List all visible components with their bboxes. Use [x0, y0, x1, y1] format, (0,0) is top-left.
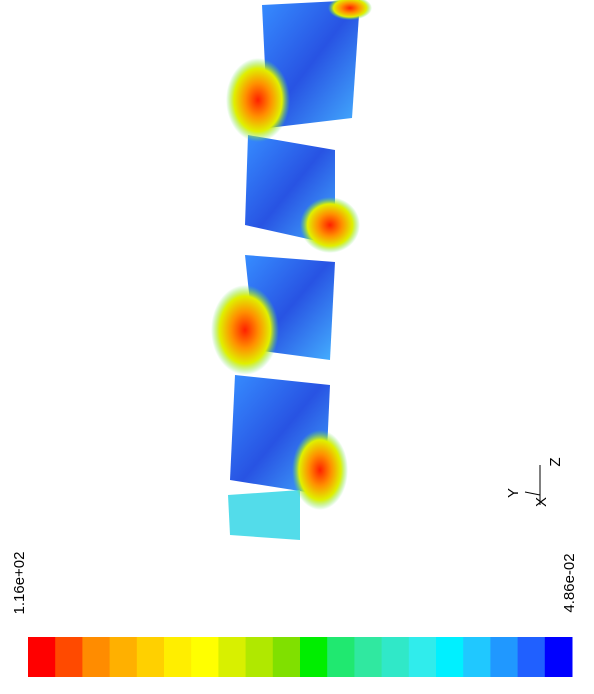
colorbar-swatch	[409, 637, 437, 677]
colorbar-swatch	[137, 637, 165, 677]
colorbar-swatch	[273, 637, 301, 677]
colorbar-swatch	[300, 637, 328, 677]
colorbar-swatch	[490, 637, 518, 677]
colorbar-swatch	[82, 637, 110, 677]
colorbar-swatch	[463, 637, 491, 677]
colorbar-swatch	[28, 637, 56, 677]
viewport: Z Y X 1.16e+02 4.86e-02	[0, 0, 594, 694]
colorbar-swatch	[110, 637, 138, 677]
colorbar-max-label: 1.16e+02	[11, 552, 28, 615]
colorbar-swatch	[246, 637, 274, 677]
axis-label: Z	[547, 457, 564, 466]
colorbar-swatch	[164, 637, 192, 677]
colorbar-swatch	[518, 637, 546, 677]
colorbar-swatch	[327, 637, 355, 677]
colorbar-swatch	[354, 637, 382, 677]
visualization: Z Y X 1.16e+02 4.86e-02	[0, 0, 594, 694]
colorbar-min-label: 4.86e-02	[561, 553, 578, 612]
colorbar-swatch	[436, 637, 464, 677]
colorbar-swatch	[382, 637, 410, 677]
axis-label: Y	[505, 488, 522, 498]
colorbar-swatch	[191, 637, 219, 677]
axis-label: X	[533, 497, 550, 507]
colorbar-swatch	[218, 637, 246, 677]
colorbar-swatch	[545, 637, 573, 677]
flow-field	[211, 0, 372, 540]
colorbar	[28, 637, 573, 677]
colorbar-swatch	[55, 637, 83, 677]
axis-triad: Z Y X	[505, 457, 564, 507]
